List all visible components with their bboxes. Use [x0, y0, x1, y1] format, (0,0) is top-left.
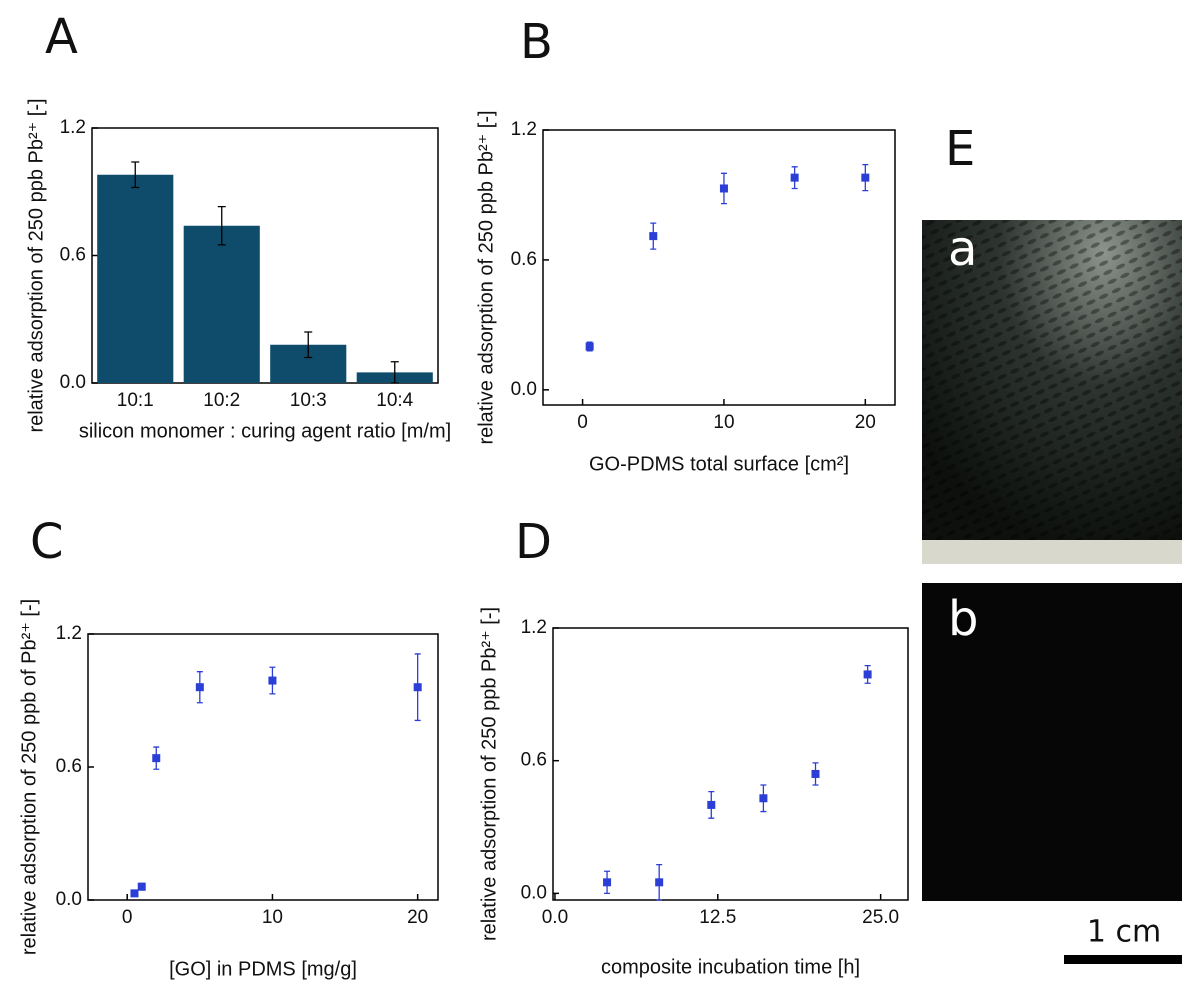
image-label: b: [948, 591, 978, 647]
y-axis-label: relative adsorption of 250 ppb Pb²⁺ [-]: [478, 607, 500, 941]
x-tick-label: 20: [855, 412, 876, 433]
point: [759, 794, 768, 803]
panel-label: B: [520, 14, 553, 70]
error-bar: [217, 205, 226, 246]
y-tick-label: 0.0: [521, 882, 547, 903]
point: [585, 342, 594, 351]
plot-frame: [87, 633, 439, 901]
x-tick-label: 10:2: [203, 390, 240, 411]
panel-label: E: [945, 121, 975, 177]
plot-frame: [542, 129, 896, 406]
point: [861, 173, 870, 182]
panel-label: D: [515, 514, 552, 570]
y-tick-label: 1.2: [60, 117, 86, 138]
error-bar: [304, 331, 313, 359]
photo-texture: [922, 220, 1182, 550]
bar: [183, 225, 260, 383]
y-tick-label: 1.2: [521, 617, 547, 638]
point: [268, 676, 277, 685]
y-tick-label: 1.2: [511, 119, 537, 140]
point: [719, 184, 728, 193]
point: [152, 754, 161, 763]
scale-bar-label: 1 cm: [1087, 915, 1161, 950]
point: [863, 670, 872, 679]
error-bar: [390, 361, 399, 384]
scale-bar: [1064, 955, 1182, 964]
x-tick-label: 0: [577, 412, 588, 433]
x-tick-label: 10:4: [376, 390, 413, 411]
x-tick-label: 10: [262, 907, 283, 928]
y-tick-label: 0.6: [60, 245, 86, 266]
point: [655, 878, 664, 887]
photo-b: [922, 583, 1182, 901]
y-tick-label: 0.6: [511, 249, 537, 270]
panel-label: C: [30, 514, 64, 570]
y-axis-label: relative adsorption of 250 ppb Pb²⁺ [-]: [25, 98, 47, 432]
y-axis-label: relative adsorption of 250 ppb of Pb²⁺ […: [18, 599, 40, 955]
x-axis-label: silicon monomer : curing agent ratio [m/…: [79, 420, 451, 442]
x-axis-label: composite incubation time [h]: [601, 956, 860, 978]
point: [195, 683, 204, 692]
y-tick-label: 0.0: [511, 379, 537, 400]
x-tick-label: 10: [713, 412, 734, 433]
y-tick-label: 0.6: [56, 756, 82, 777]
x-axis-label: [GO] in PDMS [mg/g]: [169, 958, 357, 980]
point: [413, 683, 422, 692]
y-tick-label: 1.2: [56, 623, 82, 644]
x-tick-label: 12.5: [699, 907, 736, 928]
y-tick-label: 0.6: [521, 750, 547, 771]
x-tick-label: 0: [122, 907, 133, 928]
point: [790, 173, 799, 182]
x-tick-label: 10:1: [117, 390, 154, 411]
plot-frame: [552, 627, 909, 901]
x-tick-label: 0.0: [542, 907, 568, 928]
panel-label: A: [45, 9, 78, 65]
point: [137, 882, 146, 891]
y-tick-label: 0.0: [56, 889, 82, 910]
x-tick-label: 25.0: [862, 907, 899, 928]
error-bar: [131, 161, 140, 189]
point: [649, 232, 658, 241]
point: [130, 889, 139, 898]
x-axis-label: GO-PDMS total surface [cm²]: [589, 453, 849, 475]
point: [603, 878, 612, 887]
y-axis-label: relative adsorption of 250 ppb Pb²⁺ [-]: [475, 110, 497, 444]
point: [811, 769, 820, 778]
image-label: a: [948, 221, 977, 277]
point: [707, 800, 716, 809]
photo-edge: [922, 540, 1182, 564]
y-tick-label: 0.0: [60, 372, 86, 393]
bar: [97, 174, 174, 383]
x-tick-label: 10:3: [290, 390, 327, 411]
x-tick-label: 20: [407, 907, 428, 928]
